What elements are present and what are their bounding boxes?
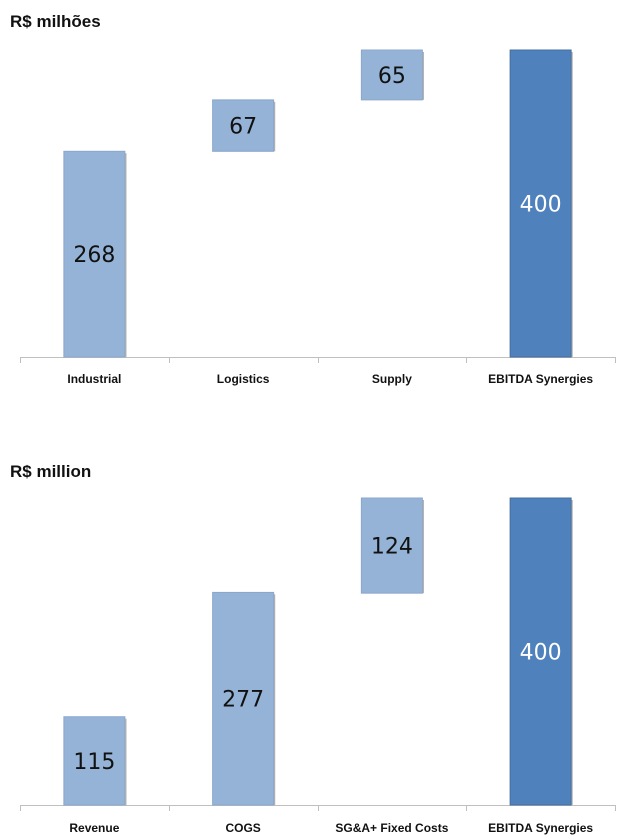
data-label: 277 (222, 688, 264, 713)
bar-cogs (212, 591, 275, 806)
bar-supply (360, 49, 423, 101)
bar-logistics (212, 99, 275, 152)
data-label: 124 (371, 535, 413, 560)
bar-total (509, 497, 572, 806)
waterfall-chart-bottom: 115 Revenue 277 COGS 124 SG&A+ Fixed Costs 400… (20, 497, 616, 835)
chart-panel-bottom: R$ million 115 Revenue 277 COGS 124 SG&A+ Fix… (0, 450, 623, 835)
chart-title: R$ milhões (10, 12, 101, 31)
data-label: 400 (520, 193, 562, 218)
x-tick-label: EBITDA Synergies (488, 821, 593, 835)
x-tick-label: EBITDA Synergies (488, 372, 593, 386)
x-tick-label: Industrial (67, 372, 121, 386)
x-tick-label: SG&A+ Fixed Costs (335, 821, 448, 835)
data-label: 400 (520, 641, 562, 666)
bar-total (509, 49, 572, 358)
data-label: 65 (378, 64, 406, 89)
chart-panel-top: R$ milhões 268 Industrial 67 Logistics 65 Sup… (0, 0, 623, 400)
data-label: 268 (73, 243, 115, 268)
data-label: 67 (229, 115, 257, 140)
bar-sg-a-fixed-costs (360, 497, 423, 594)
x-tick-label: Supply (372, 372, 412, 386)
bar-industrial (63, 150, 126, 358)
waterfall-chart-top: 268 Industrial 67 Logistics 65 Supply 400 EBITD… (20, 49, 616, 386)
x-tick-label: Logistics (217, 372, 270, 386)
x-tick-label: COGS (225, 821, 260, 835)
chart-title: R$ million (10, 462, 92, 481)
bar-revenue (63, 716, 126, 806)
x-tick-label: Revenue (69, 821, 119, 835)
data-label: 115 (73, 750, 115, 775)
